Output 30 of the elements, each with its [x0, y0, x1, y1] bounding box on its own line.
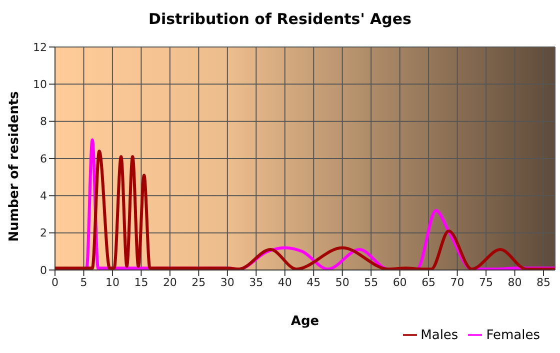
x-tick-label: 75: [479, 276, 494, 289]
y-tick-label: 0: [40, 264, 47, 277]
y-tick-label: 12: [33, 40, 47, 54]
x-tick-label: 80: [508, 276, 522, 289]
x-tick-label: 55: [364, 276, 378, 289]
x-tick-label: 40: [278, 276, 292, 289]
x-axis-title: Age: [290, 314, 320, 329]
legend-label: Males: [420, 328, 458, 343]
y-tick-label: 8: [40, 115, 47, 128]
y-axis-title: Number of residents: [6, 90, 22, 242]
chart-title: Distribution of Residents' Ages: [148, 10, 412, 28]
x-tick-label: 60: [392, 276, 407, 289]
legend-label: Females: [486, 328, 540, 343]
x-tick-label: 5: [80, 276, 88, 289]
x-tick-label: 30: [220, 276, 234, 289]
x-tick-label: 70: [450, 276, 464, 289]
x-tick-label: 50: [335, 276, 350, 289]
x-tick-label: 0: [52, 276, 58, 289]
y-tick-label: 2: [40, 226, 47, 240]
y-tick-label: 10: [33, 78, 47, 92]
x-tick-label: 65: [422, 276, 436, 289]
x-tick-label: 85: [536, 276, 551, 289]
x-tick-label: 25: [192, 276, 206, 289]
x-tick-label: 15: [134, 276, 148, 289]
y-tick-label: 6: [40, 152, 47, 166]
x-tick-label: 10: [105, 276, 120, 289]
x-tick-label: 20: [162, 276, 177, 289]
x-tick-label: 45: [306, 276, 321, 289]
y-tick-label: 4: [40, 190, 47, 203]
x-tick-label: 35: [249, 276, 264, 289]
